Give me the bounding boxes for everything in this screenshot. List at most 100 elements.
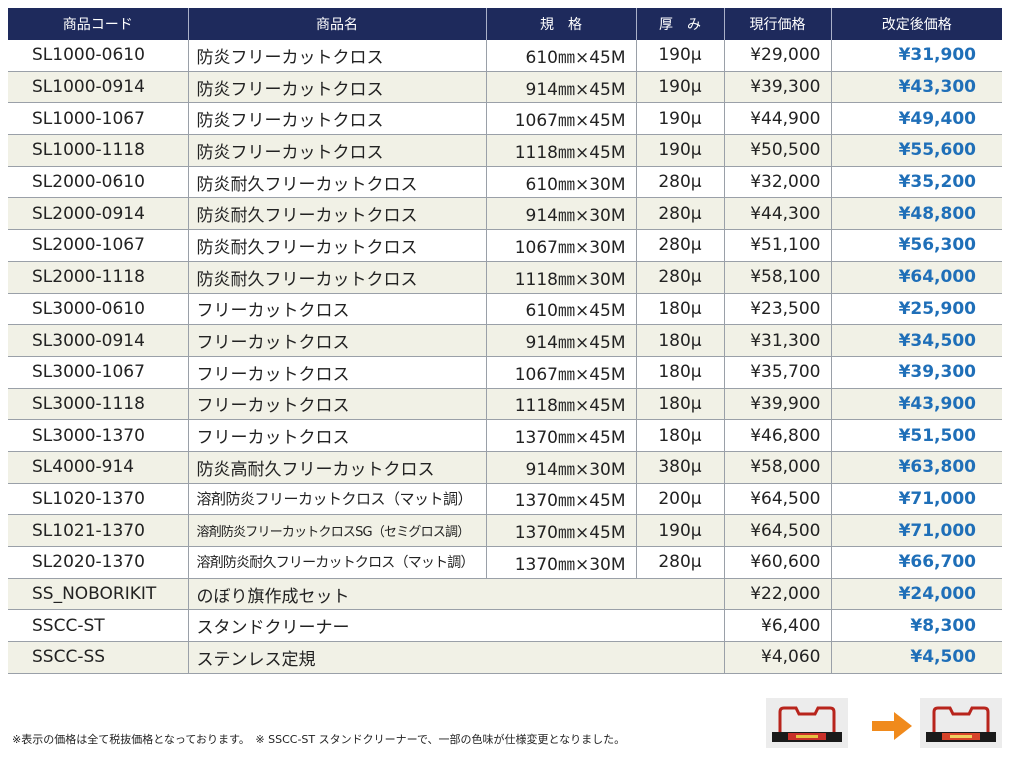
product-name: フリーカットクロス	[188, 388, 487, 421]
product-thickness: 280μ	[636, 229, 725, 262]
new-price: ¥34,500	[831, 324, 1002, 357]
product-name: 溶剤防炎フリーカットクロスSG（セミグロス調）	[188, 514, 487, 547]
new-price: ¥24,000	[831, 578, 1002, 611]
new-price: ¥25,900	[831, 293, 1002, 326]
current-price: ¥32,000	[724, 166, 832, 199]
header-product-code: 商品コード	[8, 8, 189, 40]
new-price: ¥43,900	[831, 388, 1002, 421]
table-row: SL3000-1067 フリーカットクロス 1067㎜×45M 180μ ¥35…	[8, 356, 1002, 389]
product-spec: 1118㎜×45M	[486, 388, 637, 421]
product-code: SL3000-0610	[8, 293, 189, 326]
current-price: ¥51,100	[724, 229, 832, 262]
product-thickness: 280μ	[636, 166, 725, 199]
product-thickness: 180μ	[636, 388, 725, 421]
product-code: SL3000-1067	[8, 356, 189, 389]
product-name: スタンドクリーナー	[188, 609, 725, 643]
product-spec: 1370㎜×45M	[486, 419, 637, 452]
product-code: SL1000-1067	[8, 102, 189, 136]
product-code: SL2000-0914	[8, 197, 189, 231]
product-thickness: 190μ	[636, 71, 725, 104]
product-spec: 1067㎜×30M	[486, 229, 637, 262]
table-row: SL3000-0914 フリーカットクロス 914㎜×45M 180μ ¥31,…	[8, 324, 1002, 357]
product-spec: 1118㎜×45M	[486, 134, 637, 167]
current-price: ¥31,300	[724, 324, 832, 357]
product-spec: 1067㎜×45M	[486, 102, 637, 136]
table-row: SS_NOBORIKIT のぼり旗作成セット ¥22,000 ¥24,000	[8, 578, 1002, 611]
table-row: SL2020-1370 溶剤防炎耐久フリーカットクロス（マット調） 1370㎜×…	[8, 546, 1002, 579]
product-name: 防炎耐久フリーカットクロス	[188, 166, 487, 199]
header-product-name: 商品名	[188, 8, 487, 40]
current-price: ¥4,060	[724, 641, 832, 674]
stand-cleaner-before-photo	[766, 698, 848, 748]
product-code: SL4000-914	[8, 451, 189, 484]
current-price: ¥23,500	[724, 293, 832, 326]
product-thickness: 190μ	[636, 134, 725, 167]
new-price: ¥71,000	[831, 514, 1002, 547]
current-price: ¥39,900	[724, 388, 832, 421]
orange-right-arrow-icon	[872, 712, 912, 740]
new-price: ¥4,500	[831, 641, 1002, 674]
product-code: SL2000-1118	[8, 261, 189, 294]
new-price: ¥31,900	[831, 40, 1002, 72]
new-price: ¥39,300	[831, 356, 1002, 389]
product-code: SL1000-1118	[8, 134, 189, 167]
table-row: SL2000-1118 防炎耐久フリーカットクロス 1118㎜×30M 280μ…	[8, 261, 1002, 294]
table-row: SL1000-1118 防炎フリーカットクロス 1118㎜×45M 190μ ¥…	[8, 134, 1002, 167]
product-spec: 914㎜×30M	[486, 451, 637, 484]
product-name: フリーカットクロス	[188, 419, 487, 452]
current-price: ¥44,300	[724, 197, 832, 231]
current-price: ¥64,500	[724, 514, 832, 547]
table-row: SL2000-0610 防炎耐久フリーカットクロス 610㎜×30M 280μ …	[8, 166, 1002, 199]
product-spec: 914㎜×45M	[486, 71, 637, 104]
product-thickness: 280μ	[636, 261, 725, 294]
current-price: ¥29,000	[724, 40, 832, 72]
product-code: SSCC-SS	[8, 641, 189, 674]
product-name: 防炎高耐久フリーカットクロス	[188, 451, 487, 484]
product-spec: 1118㎜×30M	[486, 261, 637, 294]
table-row: SL1021-1370 溶剤防炎フリーカットクロスSG（セミグロス調） 1370…	[8, 514, 1002, 547]
table-header-row: 商品コード 商品名 規 格 厚 み 現行価格 改定後価格	[8, 8, 1002, 40]
table-row: SL1000-1067 防炎フリーカットクロス 1067㎜×45M 190μ ¥…	[8, 102, 1002, 136]
product-name: 防炎耐久フリーカットクロス	[188, 197, 487, 231]
product-spec: 1067㎜×45M	[486, 356, 637, 389]
product-spec: 1370㎜×45M	[486, 514, 637, 547]
product-code: SL1000-0914	[8, 71, 189, 104]
table-row: SL3000-1118 フリーカットクロス 1118㎜×45M 180μ ¥39…	[8, 388, 1002, 421]
product-code: SS_NOBORIKIT	[8, 578, 189, 611]
product-thickness: 380μ	[636, 451, 725, 484]
product-spec: 1370㎜×30M	[486, 546, 637, 579]
header-spec: 規 格	[486, 8, 637, 40]
product-thickness: 190μ	[636, 102, 725, 136]
table-row: SL2000-0914 防炎耐久フリーカットクロス 914㎜×30M 280μ …	[8, 197, 1002, 231]
product-name: 防炎フリーカットクロス	[188, 71, 487, 104]
current-price: ¥35,700	[724, 356, 832, 389]
product-thickness: 180μ	[636, 324, 725, 357]
table-row: SL3000-0610 フリーカットクロス 610㎜×45M 180μ ¥23,…	[8, 293, 1002, 326]
new-price: ¥55,600	[831, 134, 1002, 167]
product-code: SL2020-1370	[8, 546, 189, 579]
table-row: SL1020-1370 溶剤防炎フリーカットクロス（マット調） 1370㎜×45…	[8, 483, 1002, 516]
table-row: SL4000-914 防炎高耐久フリーカットクロス 914㎜×30M 380μ …	[8, 451, 1002, 484]
table-row: SL2000-1067 防炎耐久フリーカットクロス 1067㎜×30M 280μ…	[8, 229, 1002, 262]
product-name: 防炎耐久フリーカットクロス	[188, 229, 487, 262]
product-name: 防炎耐久フリーカットクロス	[188, 261, 487, 294]
new-price: ¥43,300	[831, 71, 1002, 104]
current-price: ¥58,000	[724, 451, 832, 484]
current-price: ¥44,900	[724, 102, 832, 136]
current-price: ¥50,500	[724, 134, 832, 167]
product-thickness: 200μ	[636, 483, 725, 516]
current-price: ¥22,000	[724, 578, 832, 611]
product-thickness: 180μ	[636, 293, 725, 326]
product-name: 溶剤防炎耐久フリーカットクロス（マット調）	[188, 546, 487, 579]
new-price: ¥63,800	[831, 451, 1002, 484]
stand-cleaner-after-photo	[920, 698, 1002, 748]
product-code: SL3000-1370	[8, 419, 189, 452]
product-name: フリーカットクロス	[188, 293, 487, 326]
product-name: 防炎フリーカットクロス	[188, 134, 487, 167]
new-price: ¥35,200	[831, 166, 1002, 199]
product-name: ステンレス定規	[188, 641, 725, 674]
table-row: SL1000-0610 防炎フリーカットクロス 610㎜×45M 190μ ¥2…	[8, 40, 1002, 72]
product-name: のぼり旗作成セット	[188, 578, 725, 611]
product-spec: 610㎜×45M	[486, 293, 637, 326]
header-current-price: 現行価格	[724, 8, 832, 40]
